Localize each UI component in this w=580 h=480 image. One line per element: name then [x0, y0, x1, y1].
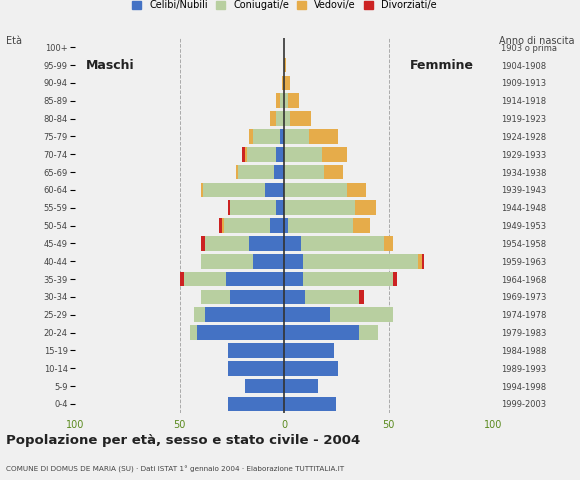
Bar [230, 201, 276, 215]
Bar [393, 272, 397, 287]
Bar [284, 58, 287, 72]
Bar [276, 147, 284, 162]
Bar [284, 218, 288, 233]
Bar [284, 361, 339, 375]
Bar [201, 254, 253, 269]
Bar [291, 111, 311, 126]
Text: Femmine: Femmine [409, 59, 473, 72]
Bar [284, 289, 305, 304]
Bar [184, 272, 226, 287]
Bar [228, 361, 284, 375]
Bar [288, 218, 353, 233]
Bar [201, 289, 230, 304]
Bar [249, 236, 284, 251]
Bar [224, 218, 270, 233]
Bar [226, 272, 284, 287]
Bar [205, 236, 249, 251]
Bar [276, 94, 280, 108]
Bar [284, 94, 288, 108]
Bar [190, 325, 197, 340]
Bar [284, 236, 301, 251]
Text: Popolazione per età, sesso e stato civile - 2004: Popolazione per età, sesso e stato civil… [6, 434, 360, 447]
Bar [270, 218, 284, 233]
Bar [284, 307, 330, 322]
Bar [242, 147, 245, 162]
Bar [284, 147, 322, 162]
Bar [236, 165, 238, 180]
Bar [274, 165, 284, 180]
Bar [280, 129, 284, 144]
Bar [270, 111, 276, 126]
Bar [284, 129, 309, 144]
Bar [238, 165, 274, 180]
Bar [194, 307, 205, 322]
Bar [284, 325, 360, 340]
Bar [284, 182, 347, 197]
Bar [309, 129, 339, 144]
Bar [360, 289, 364, 304]
Bar [197, 325, 284, 340]
Bar [228, 201, 230, 215]
Bar [284, 201, 355, 215]
Bar [355, 201, 376, 215]
Bar [219, 218, 222, 233]
Bar [284, 379, 318, 394]
Bar [222, 218, 224, 233]
Text: COMUNE DI DOMUS DE MARIA (SU) · Dati ISTAT 1° gennaio 2004 · Elaborazione TUTTIT: COMUNE DI DOMUS DE MARIA (SU) · Dati IST… [6, 466, 344, 473]
Bar [284, 396, 336, 411]
Bar [249, 129, 253, 144]
Bar [303, 254, 418, 269]
Bar [228, 396, 284, 411]
Bar [230, 289, 284, 304]
Bar [276, 201, 284, 215]
Bar [205, 307, 284, 322]
Bar [203, 182, 266, 197]
Bar [422, 254, 424, 269]
Bar [288, 94, 299, 108]
Bar [303, 272, 393, 287]
Bar [280, 94, 284, 108]
Bar [360, 325, 378, 340]
Text: Anno di nascita: Anno di nascita [499, 36, 574, 46]
Bar [253, 129, 280, 144]
Bar [284, 254, 303, 269]
Bar [246, 147, 276, 162]
Bar [245, 379, 284, 394]
Bar [305, 289, 360, 304]
Bar [180, 272, 184, 287]
Bar [347, 182, 365, 197]
Bar [253, 254, 284, 269]
Bar [301, 236, 385, 251]
Bar [322, 147, 347, 162]
Bar [284, 76, 291, 90]
Text: Età: Età [6, 36, 22, 46]
Bar [282, 76, 284, 90]
Bar [284, 111, 291, 126]
Bar [276, 111, 284, 126]
Bar [324, 165, 343, 180]
Bar [385, 236, 393, 251]
Bar [418, 254, 422, 269]
Bar [201, 182, 203, 197]
Legend: Celibi/Nubili, Coniugati/e, Vedovi/e, Divorziati/e: Celibi/Nubili, Coniugati/e, Vedovi/e, Di… [132, 0, 437, 10]
Bar [266, 182, 284, 197]
Bar [284, 272, 303, 287]
Bar [353, 218, 370, 233]
Bar [245, 147, 246, 162]
Bar [284, 165, 324, 180]
Bar [330, 307, 393, 322]
Bar [228, 343, 284, 358]
Text: Maschi: Maschi [86, 59, 135, 72]
Bar [201, 236, 205, 251]
Bar [284, 343, 334, 358]
